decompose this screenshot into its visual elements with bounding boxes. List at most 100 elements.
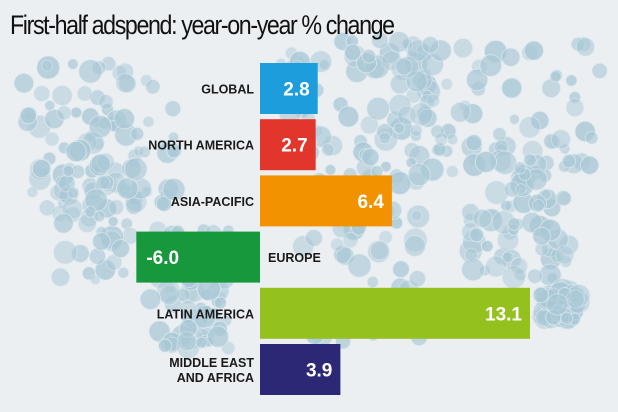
coin: [52, 239, 78, 265]
coin: [557, 191, 573, 206]
coin: [370, 31, 389, 50]
coin: [532, 226, 551, 246]
coin: [501, 47, 521, 68]
value-label: 3.9: [306, 361, 332, 382]
category-label: GLOBAL: [201, 83, 254, 97]
coin: [164, 100, 182, 118]
coin: [97, 93, 114, 110]
coin: [465, 68, 489, 92]
coin: [403, 234, 427, 258]
coin: [125, 197, 143, 215]
coin: [50, 267, 71, 288]
category-label: LATIN AMERICA: [157, 307, 254, 321]
coin: [139, 288, 162, 311]
bar-latin-america: [260, 287, 530, 339]
coin: [162, 177, 186, 202]
coin: [579, 155, 600, 175]
coin: [432, 142, 447, 157]
coin: [388, 30, 410, 53]
coin: [405, 49, 419, 62]
coin: [178, 318, 198, 338]
coin: [76, 85, 94, 102]
coin: [530, 110, 550, 131]
coin: [469, 227, 485, 243]
coin: [568, 91, 582, 104]
coin: [474, 150, 497, 174]
coin: [546, 293, 569, 316]
chart-title: First-half adspend: year-on-year % chang…: [10, 10, 395, 40]
coin: [33, 84, 51, 103]
coin: [397, 105, 417, 126]
coin: [111, 239, 131, 259]
bar-middle-east-and-africa: [260, 344, 341, 395]
coin: [361, 148, 380, 167]
coin: [393, 122, 406, 135]
coin: [66, 58, 79, 71]
coin: [324, 163, 337, 176]
coin: [115, 72, 136, 94]
category-label: ASIA-PACIFIC: [171, 195, 254, 209]
coin: [394, 57, 413, 76]
coin: [565, 74, 578, 87]
coin: [407, 163, 431, 187]
coin: [53, 212, 74, 234]
coin: [532, 198, 545, 212]
coin: [555, 189, 572, 207]
coin: [157, 338, 173, 353]
coin: [44, 99, 56, 112]
coin: [90, 153, 112, 174]
coin: [92, 232, 111, 251]
value-label: -6.0: [146, 248, 179, 269]
coin: [144, 78, 161, 95]
coin: [409, 123, 423, 137]
coin: [430, 124, 445, 139]
coin: [107, 215, 119, 228]
coin: [138, 145, 151, 159]
coin: [446, 133, 459, 146]
coin: [166, 142, 182, 158]
coin: [113, 107, 136, 130]
coin: [549, 70, 562, 83]
bar-asia-pacific: [260, 175, 392, 227]
coin: [321, 143, 335, 157]
coin: [426, 93, 441, 108]
coin: [515, 183, 527, 195]
coin: [526, 268, 543, 285]
coin: [176, 331, 197, 352]
coin: [40, 59, 54, 72]
coin: [584, 131, 599, 145]
coin: [440, 77, 454, 91]
coin: [366, 96, 391, 121]
coin: [532, 286, 550, 304]
coin: [550, 129, 572, 150]
value-label: 2.7: [281, 136, 307, 157]
bar-europe: [136, 231, 260, 283]
coin: [13, 72, 35, 94]
coin: [575, 37, 596, 57]
coin: [464, 247, 479, 262]
coin: [36, 55, 61, 80]
coin: [518, 116, 542, 139]
coin: [419, 94, 436, 111]
coin: [472, 208, 493, 229]
coin: [484, 255, 508, 278]
coin: [96, 175, 111, 190]
coin: [26, 186, 39, 199]
coin: [501, 251, 514, 264]
coin: [510, 256, 529, 276]
coin: [591, 62, 609, 80]
coin: [195, 336, 208, 349]
bar-global: [260, 63, 318, 114]
coin: [361, 48, 377, 64]
coin: [461, 257, 485, 282]
coin: [130, 126, 145, 141]
coin: [342, 232, 359, 249]
coin: [523, 40, 545, 61]
coin: [408, 269, 427, 288]
coin: [116, 177, 139, 200]
coin: [480, 239, 494, 253]
coin: [465, 134, 483, 152]
coin: [108, 199, 125, 216]
coin: [410, 209, 423, 222]
